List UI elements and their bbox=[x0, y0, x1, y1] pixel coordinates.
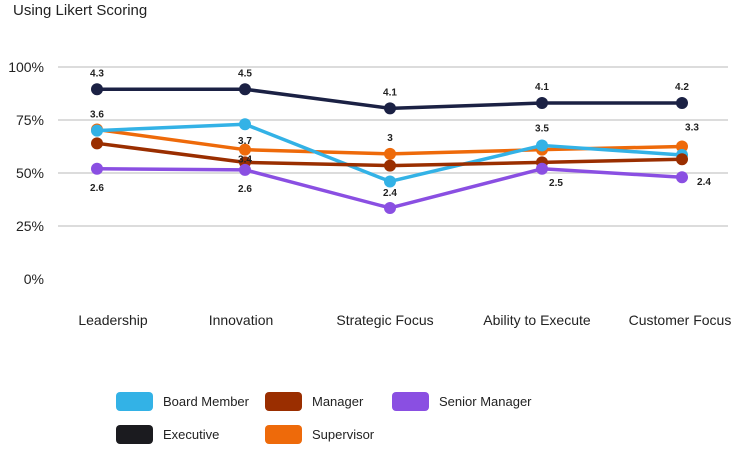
legend-item: Manager bbox=[265, 392, 363, 411]
data-label: 3.6 bbox=[90, 110, 104, 121]
data-label: 3.4 bbox=[238, 154, 252, 165]
data-label: 4.1 bbox=[383, 87, 397, 98]
data-point bbox=[676, 97, 688, 110]
legend-swatch bbox=[265, 425, 302, 444]
data-point bbox=[384, 159, 396, 172]
data-point bbox=[239, 83, 251, 96]
data-point bbox=[676, 171, 688, 184]
data-label: 4.5 bbox=[238, 68, 252, 79]
data-point bbox=[239, 163, 251, 176]
data-point bbox=[384, 201, 396, 214]
data-label: 2.6 bbox=[90, 183, 104, 194]
data-label: 3.3 bbox=[685, 123, 699, 134]
data-point bbox=[676, 140, 688, 153]
x-tick-label: Customer Focus bbox=[629, 312, 732, 328]
legend-swatch bbox=[265, 392, 302, 411]
data-label: 4.3 bbox=[90, 68, 104, 79]
data-label: 2.4 bbox=[383, 188, 397, 199]
data-point bbox=[384, 102, 396, 115]
data-label: 3.7 bbox=[238, 136, 252, 147]
legend-label: Supervisor bbox=[312, 427, 375, 442]
legend-item: Board Member bbox=[116, 392, 249, 411]
legend-label: Executive bbox=[163, 427, 220, 442]
data-point bbox=[91, 124, 103, 137]
x-tick-label: Strategic Focus bbox=[336, 312, 433, 328]
data-point bbox=[239, 143, 251, 156]
data-point bbox=[91, 162, 103, 175]
legend-item: Senior Manager bbox=[392, 392, 532, 411]
x-tick-label: Innovation bbox=[209, 312, 274, 328]
y-tick-label: 50% bbox=[16, 165, 44, 181]
x-tick-label: Ability to Execute bbox=[483, 312, 591, 328]
data-label: 2.6 bbox=[238, 184, 252, 195]
data-point bbox=[239, 118, 251, 131]
data-label: 2.5 bbox=[549, 178, 563, 189]
legend-label: Board Member bbox=[163, 394, 249, 409]
legend-swatch bbox=[116, 392, 153, 411]
y-tick-label: 75% bbox=[16, 112, 44, 128]
data-label: 3 bbox=[387, 133, 393, 144]
data-point bbox=[536, 162, 548, 175]
data-label: 4.2 bbox=[675, 82, 689, 93]
legend-swatch bbox=[392, 392, 429, 411]
data-point bbox=[91, 137, 103, 150]
data-label: 2.4 bbox=[697, 177, 711, 188]
y-tick-label: 0% bbox=[24, 271, 44, 287]
data-point bbox=[536, 97, 548, 110]
x-tick-label: Leadership bbox=[78, 312, 147, 328]
data-point bbox=[91, 83, 103, 96]
y-tick-label: 100% bbox=[8, 59, 44, 75]
data-point bbox=[384, 175, 396, 188]
chart-title: Using Likert Scoring bbox=[13, 2, 148, 19]
data-label: 3.5 bbox=[535, 123, 549, 134]
legend-swatch bbox=[116, 425, 153, 444]
data-label: 4.1 bbox=[535, 82, 549, 93]
y-tick-label: 25% bbox=[16, 218, 44, 234]
legend-item: Supervisor bbox=[265, 425, 374, 444]
data-point bbox=[536, 139, 548, 152]
legend-label: Senior Manager bbox=[439, 394, 532, 409]
legend-item: Executive bbox=[116, 425, 219, 444]
legend-label: Manager bbox=[312, 394, 364, 409]
data-point bbox=[676, 153, 688, 166]
data-point bbox=[384, 147, 396, 160]
